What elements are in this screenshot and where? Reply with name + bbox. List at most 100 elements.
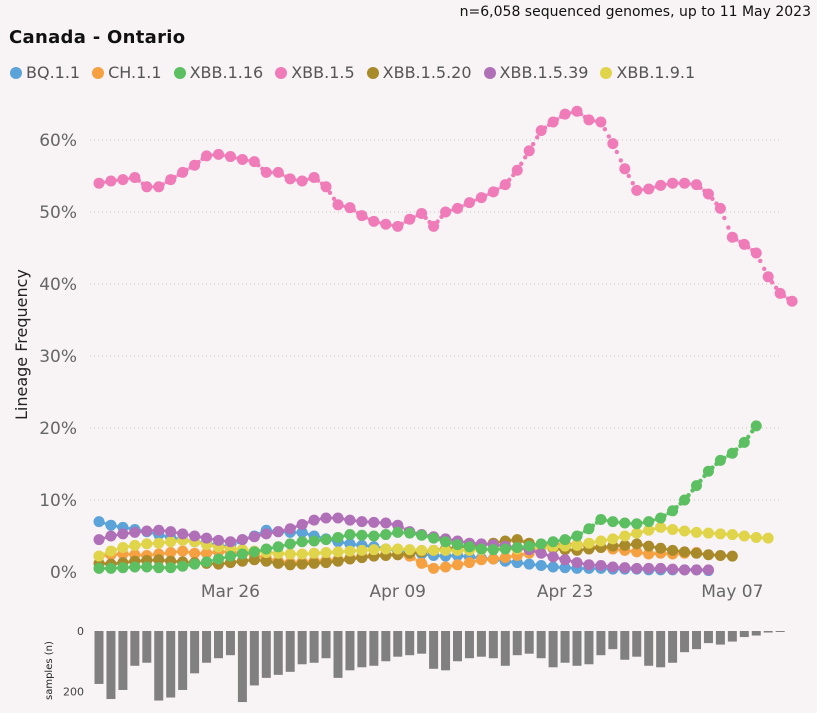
y-tick-label: 40% (39, 275, 77, 295)
data-point (296, 518, 308, 530)
data-point (356, 529, 368, 541)
data-point (475, 554, 487, 566)
legend-item[interactable]: XBB.1.5.20 (366, 63, 472, 82)
data-point (117, 528, 129, 540)
sample-bar (429, 631, 439, 669)
trail-dot (523, 155, 528, 160)
data-point (224, 151, 236, 163)
data-point (691, 179, 702, 191)
data-point (571, 539, 583, 551)
data-point (428, 532, 440, 544)
data-point (714, 454, 726, 466)
legend-item[interactable]: BQ.1.1 (10, 63, 80, 82)
data-point (153, 524, 165, 536)
data-point (416, 557, 428, 569)
data-point (224, 536, 236, 548)
data-point (475, 192, 487, 204)
sample-bar (464, 631, 474, 659)
data-point (153, 181, 165, 193)
sample-bar (536, 631, 546, 659)
sample-bar (202, 631, 212, 663)
grid-lines (90, 139, 780, 501)
data-point (284, 559, 296, 571)
data-point (535, 547, 547, 559)
data-point (619, 562, 631, 574)
data-point (356, 516, 368, 528)
y-axis-title: Lineage Frequency (12, 269, 31, 420)
data-point (619, 517, 631, 529)
data-point (141, 525, 153, 537)
data-point (440, 544, 452, 556)
legend-label: XBB.1.9.1 (616, 63, 696, 82)
legend-item[interactable]: XBB.1.16 (173, 63, 264, 82)
data-point (559, 562, 571, 574)
data-point (702, 549, 714, 561)
data-point (105, 562, 117, 574)
data-point (655, 521, 667, 533)
data-point (308, 557, 320, 569)
data-point (380, 529, 392, 541)
data-point (428, 544, 440, 556)
data-point (260, 528, 272, 540)
data-point (272, 166, 284, 178)
data-point (643, 562, 655, 574)
sample-bar (142, 631, 152, 663)
trail-dot (331, 196, 337, 201)
data-point (392, 526, 404, 538)
data-point (559, 534, 571, 546)
trail-dot (762, 266, 767, 272)
data-point (762, 271, 774, 283)
legend-item[interactable]: CH.1.1 (92, 63, 162, 82)
trail-dot (618, 158, 624, 163)
data-point (595, 535, 607, 547)
legend-marker (10, 66, 22, 79)
data-point (452, 539, 463, 551)
data-point (667, 563, 679, 575)
data-point (643, 548, 655, 560)
data-point (643, 183, 655, 195)
sample-bar (309, 631, 319, 663)
data-point (189, 547, 201, 559)
sample-bar (620, 631, 630, 660)
data-point (774, 287, 786, 299)
legend-item[interactable]: XBB.1.5 (275, 63, 355, 82)
data-point (177, 528, 189, 540)
legend-marker (92, 66, 105, 79)
data-point (452, 202, 463, 214)
data-point (356, 210, 368, 222)
data-point (440, 536, 452, 548)
y-tick-label: 50% (39, 203, 77, 223)
data-point (714, 202, 726, 214)
data-point (595, 513, 607, 525)
legend-item[interactable]: XBB.1.5.39 (483, 63, 588, 82)
data-point (224, 550, 236, 562)
data-point (248, 156, 260, 168)
data-point (129, 171, 141, 183)
sample-bar (261, 631, 271, 678)
data-point (236, 548, 248, 560)
data-point (607, 516, 619, 528)
data-point (272, 557, 284, 569)
sample-bar (632, 631, 642, 657)
sample-bar (106, 631, 116, 700)
data-point (296, 536, 308, 548)
data-point (726, 231, 738, 243)
data-point (129, 539, 141, 551)
data-point (463, 541, 475, 553)
data-point (571, 105, 583, 117)
trail-dot (758, 258, 763, 264)
trail-dot (726, 225, 731, 230)
legend-item[interactable]: XBB.1.9.1 (600, 63, 695, 82)
series-XBB.1.5 (93, 105, 798, 307)
sample-bar (417, 631, 427, 654)
legend-label: XBB.1.16 (189, 63, 264, 82)
data-point (702, 564, 714, 576)
data-point (631, 538, 643, 550)
legend-marker (173, 66, 186, 79)
data-point (523, 145, 535, 157)
data-point (643, 516, 655, 528)
sample-bar (214, 631, 223, 659)
chart-title: Canada - Ontario (9, 27, 186, 48)
x-tick-label: Mar 26 (201, 582, 260, 602)
data-point (117, 174, 129, 186)
